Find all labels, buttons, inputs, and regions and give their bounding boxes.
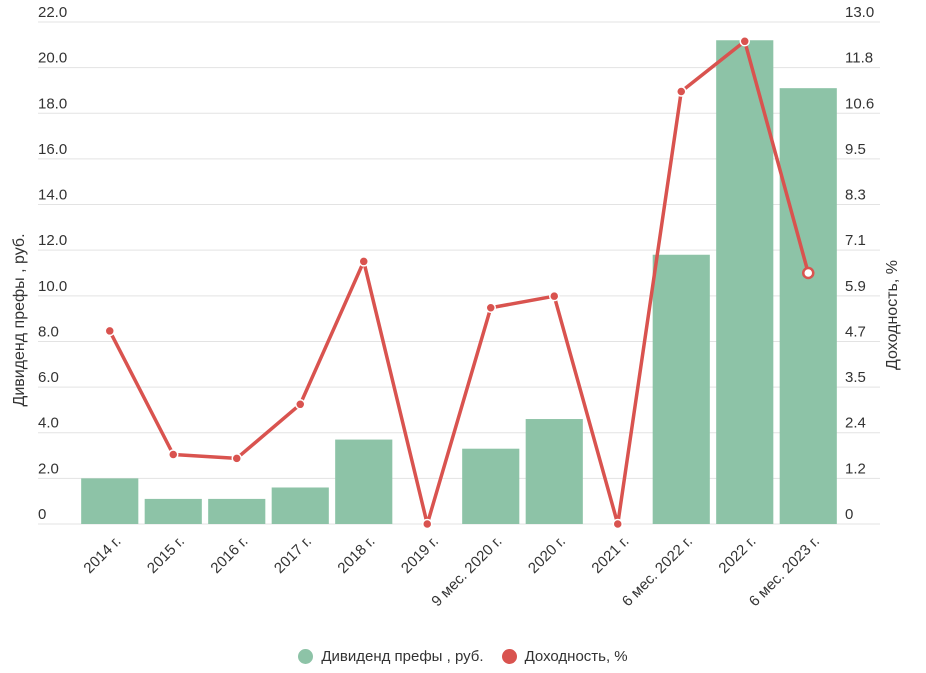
y-tick-label: 20.0 <box>38 50 67 67</box>
legend-swatch-yield <box>501 649 517 664</box>
bar-dividend[interactable] <box>271 487 329 524</box>
legend: Дивиденд префы , руб. Доходность, % <box>0 648 926 665</box>
x-tick-label: 2021 г. <box>588 533 632 577</box>
y2-tick-label: 9.5 <box>845 141 866 158</box>
bar-dividend[interactable] <box>81 478 139 524</box>
combo-chart: 0 0 2.0 1.2 4.0 2.4 6.0 3.5 8.0 4.7 10.0 5.9 12.0 7.1… <box>11 4 901 610</box>
y-tick-label: 8.0 <box>38 323 59 340</box>
y2-tick-label: 4.7 <box>845 323 866 340</box>
x-tick-label: 2022 г. <box>715 533 759 577</box>
bar-dividend[interactable] <box>144 498 202 524</box>
y-tick-label: 18.0 <box>38 95 67 112</box>
point-yield[interactable] <box>422 518 433 530</box>
y2-tick-label: 13.0 <box>845 4 874 21</box>
bar-dividend[interactable] <box>652 254 710 524</box>
x-tick-label: 2015 г. <box>144 533 188 577</box>
point-yield[interactable] <box>802 266 815 280</box>
legend-item-dividend[interactable]: Дивиденд префы , руб. <box>298 648 484 665</box>
bar-dividend[interactable] <box>208 498 266 524</box>
x-tick-label: 2016 г. <box>207 533 251 577</box>
point-yield[interactable] <box>549 290 560 302</box>
bar-dividend[interactable] <box>525 419 583 524</box>
x-tick-label: 2019 г. <box>398 533 442 577</box>
x-tick-label: 2018 г. <box>334 533 378 577</box>
legend-label-dividend: Дивиденд префы , руб. <box>321 648 484 665</box>
y-tick-label: 2.0 <box>38 460 59 477</box>
x-tick-label: 2014 г. <box>80 533 124 577</box>
y-tick-label: 0 <box>38 506 46 523</box>
y-axis-title: Дивиденд префы , руб. <box>11 233 28 406</box>
x-tick-label: 2020 г. <box>525 533 569 577</box>
bar-dividend[interactable] <box>779 88 837 524</box>
y-tick-label: 16.0 <box>38 141 67 158</box>
legend-swatch-dividend <box>298 649 314 664</box>
y2-tick-label: 0 <box>845 506 853 523</box>
y-tick-label: 4.0 <box>38 415 59 432</box>
point-yield[interactable] <box>485 302 496 314</box>
legend-item-yield[interactable]: Доходность, % <box>501 648 628 665</box>
y2-tick-label: 1.2 <box>845 460 866 477</box>
y2-tick-label: 7.1 <box>845 232 866 249</box>
y-tick-label: 6.0 <box>38 369 59 386</box>
y-tick-label: 22.0 <box>38 4 67 21</box>
y-tick-label: 14.0 <box>38 187 67 204</box>
y2-tick-label: 8.3 <box>845 187 866 204</box>
x-tick-label: 2017 г. <box>271 533 315 577</box>
line-yield <box>108 39 810 526</box>
point-yield[interactable] <box>612 518 623 530</box>
y2-tick-label: 10.6 <box>845 95 874 112</box>
point-yield[interactable] <box>231 453 242 464</box>
y2-tick-label: 3.5 <box>845 369 866 386</box>
bar-dividend[interactable] <box>716 40 774 524</box>
point-yield[interactable] <box>739 36 750 47</box>
bar-dividend[interactable] <box>335 439 393 524</box>
y2-tick-label: 2.4 <box>845 415 866 432</box>
y-tick-label: 12.0 <box>38 232 67 249</box>
y2-tick-label: 11.8 <box>845 50 873 67</box>
point-yield[interactable] <box>104 325 115 337</box>
point-yield[interactable] <box>168 449 179 460</box>
point-yield[interactable] <box>676 86 687 97</box>
point-yield[interactable] <box>295 399 306 410</box>
y2-tick-label: 5.9 <box>845 278 866 295</box>
bar-dividend[interactable] <box>462 448 520 524</box>
legend-label-yield: Доходность, % <box>524 648 628 665</box>
y2-axis-title: Доходность, % <box>884 260 901 370</box>
point-yield[interactable] <box>358 256 369 267</box>
y-tick-label: 10.0 <box>38 278 67 295</box>
